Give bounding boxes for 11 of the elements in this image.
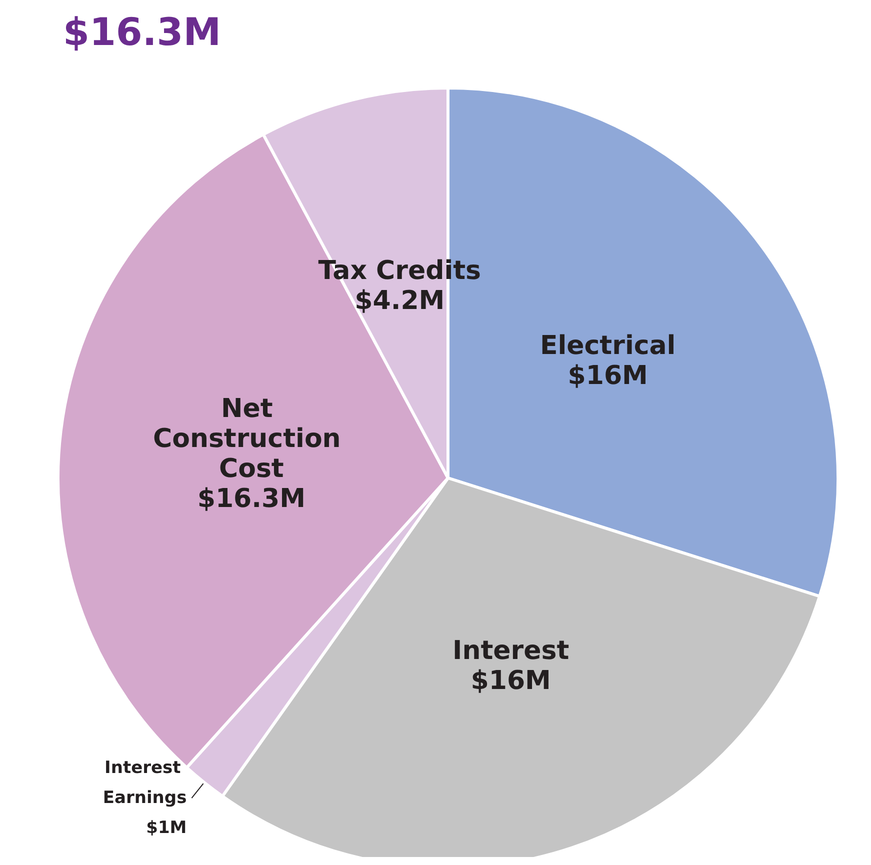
slice-label: Interest Earnings	[102, 758, 187, 808]
slice-label: Interest	[452, 636, 570, 666]
data-label: $1M	[146, 818, 187, 838]
data-label: $4.2M	[354, 286, 445, 316]
slice-label: Electrical	[540, 331, 676, 362]
data-label: $16M	[470, 666, 551, 696]
slice-label: Tax Credits	[318, 256, 482, 286]
slice-label: Net Construction Cost	[152, 394, 350, 484]
data-label: $16.3M	[197, 484, 306, 514]
data-label: $16M	[568, 361, 648, 392]
chart-title: $16.3M	[63, 10, 222, 54]
